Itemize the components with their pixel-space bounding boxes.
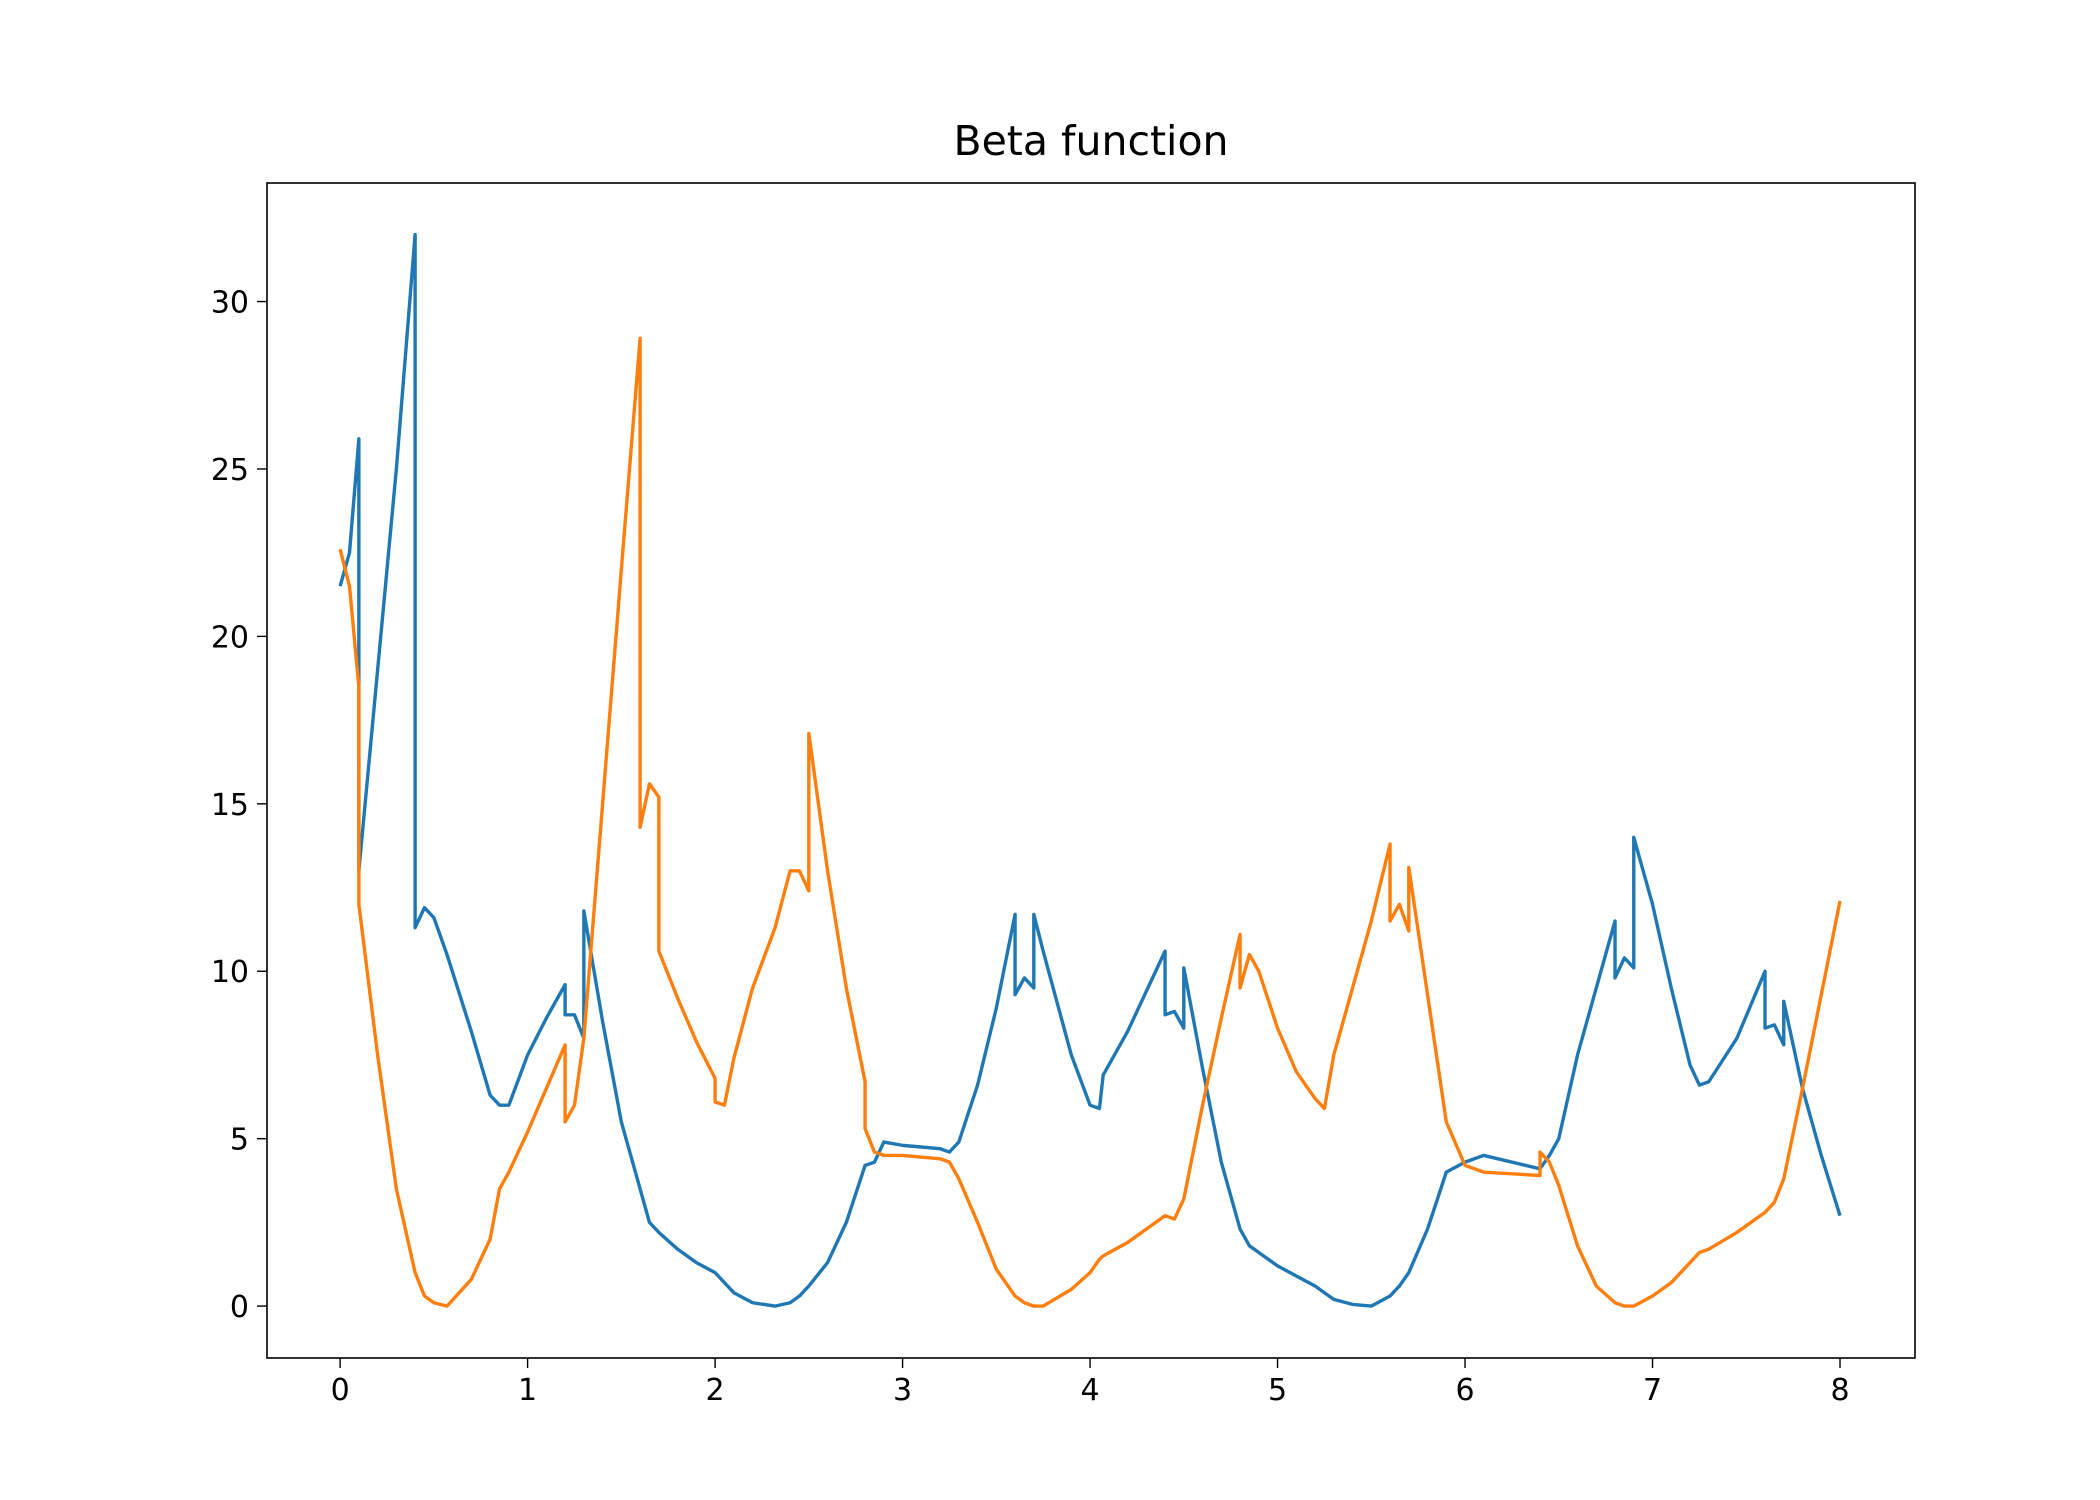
chart-title: Beta function <box>953 117 1228 165</box>
x-tick-label: 8 <box>1830 1373 1849 1408</box>
x-tick-label: 0 <box>331 1373 350 1408</box>
y-tick-label: 0 <box>230 1290 249 1325</box>
y-tick-label: 15 <box>211 788 249 823</box>
series-line <box>338 232 1842 1308</box>
x-tick-label: 1 <box>518 1373 537 1408</box>
x-tick-label: 3 <box>893 1373 912 1408</box>
y-tick-label: 30 <box>211 286 249 321</box>
series-line <box>338 336 1842 1308</box>
x-tick-label: 6 <box>1455 1373 1474 1408</box>
y-tick-label: 25 <box>211 453 249 488</box>
x-tick-label: 4 <box>1081 1373 1100 1408</box>
x-tick-label: 5 <box>1268 1373 1287 1408</box>
y-tick-label: 10 <box>211 955 249 990</box>
y-tick-label: 20 <box>211 620 249 655</box>
plot-frame <box>266 182 1916 1359</box>
y-tick-label: 5 <box>230 1123 249 1158</box>
x-tick-label: 2 <box>706 1373 725 1408</box>
x-tick-label: 7 <box>1643 1373 1662 1408</box>
